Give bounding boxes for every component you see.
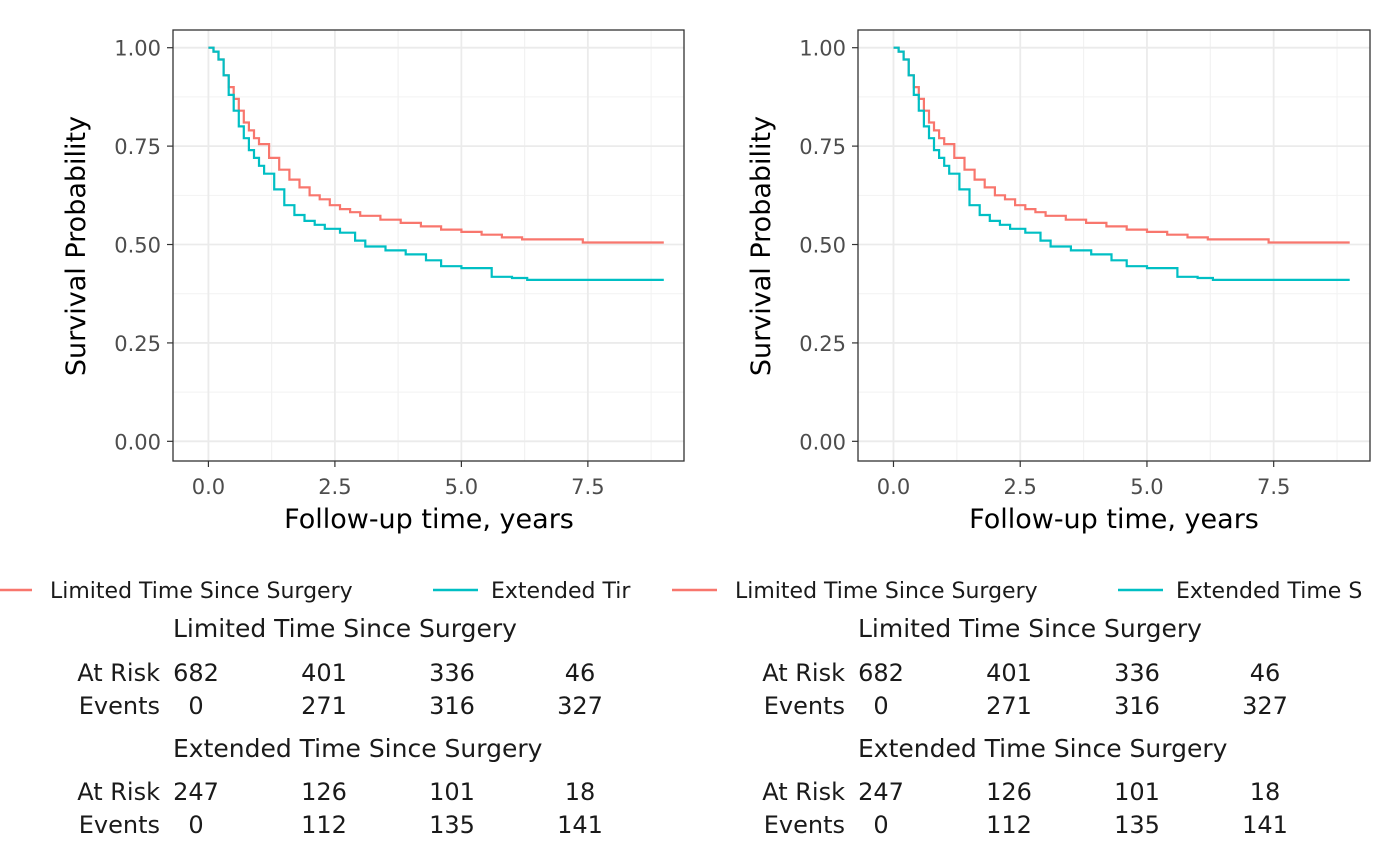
legend-label-limited: Limited Time Since Surgery: [735, 579, 1038, 604]
legend-right: Limited Time Since Surgery Extended Time…: [672, 579, 1362, 604]
risk-cell: 112: [986, 811, 1032, 839]
survival-plot-left: 0.00 0.25 0.50 0.75 1.00 0.0 2.5 5.0 7.5 Surviva…: [61, 29, 685, 535]
risk-cell: 336: [1114, 659, 1160, 687]
y-tick-label: 0.25: [114, 332, 161, 356]
x-tick-label: 5.0: [1130, 475, 1163, 499]
row-label-events: Events: [764, 692, 845, 720]
legend-label-extended: Extended Tir: [491, 579, 631, 604]
x-axis-title: Follow-up time, years: [284, 504, 574, 535]
row-label-at-risk: At Risk: [77, 778, 160, 806]
survival-curves: [208, 46, 664, 281]
y-tick-label: 0.75: [799, 135, 846, 159]
row-label-events: Events: [79, 811, 160, 839]
panel-border: [857, 29, 1371, 462]
axis-ticks: 0.00 0.25 0.50 0.75 1.00 0.0 2.5 5.0 7.5: [114, 37, 604, 499]
y-tick-label: 1.00: [114, 37, 161, 61]
risk-cell: 18: [565, 778, 596, 806]
risk-cell: 101: [429, 778, 475, 806]
y-tick-label: 0.00: [799, 430, 846, 454]
risk-cell: 682: [858, 659, 904, 687]
risk-cell: 271: [301, 692, 347, 720]
risk-cell: 247: [858, 778, 904, 806]
row-label-events: Events: [764, 811, 845, 839]
legend-label-extended: Extended Time S: [1176, 579, 1362, 604]
risk-cell: 46: [1250, 659, 1281, 687]
risk-cell: 401: [301, 659, 347, 687]
x-tick-label: 0.0: [877, 475, 910, 499]
survival-plot-right: 0.00 0.25 0.50 0.75 1.00 0.0 2.5 5.0 7.5 Surviva…: [746, 29, 1371, 535]
risk-cell: 141: [1242, 811, 1288, 839]
risk-cell: 271: [986, 692, 1032, 720]
x-tick-label: 0.0: [192, 475, 225, 499]
risk-title-limited: Limited Time Since Surgery: [858, 614, 1202, 643]
axis-ticks: 0.00 0.25 0.50 0.75 1.00 0.0 2.5 5.0 7.5: [799, 37, 1290, 499]
risk-cell: 46: [565, 659, 596, 687]
x-tick-label: 2.5: [318, 475, 351, 499]
row-label-events: Events: [79, 692, 160, 720]
km-curve-extended: [208, 46, 664, 281]
risk-cell: 327: [557, 692, 603, 720]
y-tick-label: 1.00: [799, 37, 846, 61]
risk-cell: 0: [188, 811, 203, 839]
y-tick-label: 0.50: [114, 234, 161, 258]
gridlines: [173, 30, 684, 461]
legend-left: Limited Time Since Surgery Extended Tir: [0, 579, 631, 604]
risk-cell: 126: [986, 778, 1032, 806]
x-axis-title: Follow-up time, years: [969, 504, 1259, 535]
y-axis-title: Survival Probability: [746, 116, 777, 376]
risk-cell: 141: [557, 811, 603, 839]
risk-title-extended: Extended Time Since Surgery: [173, 734, 543, 763]
risk-cell: 247: [173, 778, 219, 806]
risk-cell: 0: [188, 692, 203, 720]
risk-cell: 135: [1114, 811, 1160, 839]
risk-cell: 336: [429, 659, 475, 687]
risk-cell: 316: [429, 692, 475, 720]
plot-panel: [858, 30, 1370, 461]
row-label-at-risk: At Risk: [762, 778, 845, 806]
y-tick-label: 0.50: [799, 234, 846, 258]
risk-cell: 0: [873, 811, 888, 839]
y-tick-label: 0.00: [114, 430, 161, 454]
row-label-at-risk: At Risk: [762, 659, 845, 687]
risk-cell: 135: [429, 811, 475, 839]
risk-cell: 0: [873, 692, 888, 720]
risk-cell: 682: [173, 659, 219, 687]
gridlines: [858, 30, 1370, 461]
panel-border: [172, 29, 685, 462]
legend-label-limited: Limited Time Since Surgery: [50, 579, 353, 604]
risk-table-right: Limited Time Since Surgery At Risk Event…: [762, 614, 1288, 839]
y-tick-label: 0.75: [114, 135, 161, 159]
x-tick-label: 2.5: [1004, 475, 1037, 499]
risk-cell: 101: [1114, 778, 1160, 806]
risk-cell: 316: [1114, 692, 1160, 720]
x-tick-label: 7.5: [1257, 475, 1290, 499]
risk-cell: 327: [1242, 692, 1288, 720]
risk-table-left: Limited Time Since Surgery At Risk Event…: [77, 614, 603, 839]
risk-cell: 112: [301, 811, 347, 839]
row-label-at-risk: At Risk: [77, 659, 160, 687]
risk-cell: 18: [1250, 778, 1281, 806]
survival-curves: [893, 46, 1350, 281]
y-axis-title: Survival Probability: [61, 116, 92, 376]
risk-cell: 401: [986, 659, 1032, 687]
risk-title-limited: Limited Time Since Surgery: [173, 614, 517, 643]
y-tick-label: 0.25: [799, 332, 846, 356]
risk-title-extended: Extended Time Since Surgery: [858, 734, 1228, 763]
x-tick-label: 5.0: [445, 475, 478, 499]
km-curve-extended: [893, 46, 1350, 281]
x-tick-label: 7.5: [571, 475, 604, 499]
risk-cell: 126: [301, 778, 347, 806]
plot-panel: [173, 30, 684, 461]
